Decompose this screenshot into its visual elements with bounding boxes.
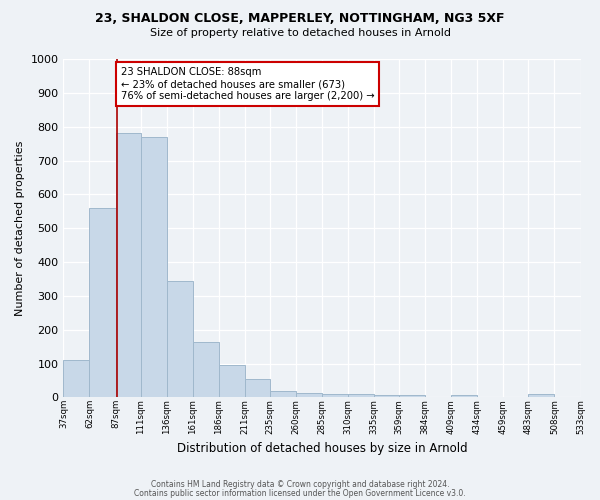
Text: 23 SHALDON CLOSE: 88sqm
← 23% of detached houses are smaller (673)
76% of semi-d: 23 SHALDON CLOSE: 88sqm ← 23% of detache… [121, 68, 374, 100]
Bar [89, 208, 116, 398]
X-axis label: Distribution of detached houses by size in Arnold: Distribution of detached houses by size … [176, 442, 467, 455]
Bar [193, 342, 219, 398]
Bar [348, 394, 374, 398]
Bar [245, 379, 270, 398]
Y-axis label: Number of detached properties: Number of detached properties [15, 140, 25, 316]
Text: 23, SHALDON CLOSE, MAPPERLEY, NOTTINGHAM, NG3 5XF: 23, SHALDON CLOSE, MAPPERLEY, NOTTINGHAM… [95, 12, 505, 26]
Bar [64, 360, 89, 398]
Bar [296, 393, 322, 398]
Bar [167, 280, 193, 398]
Bar [116, 134, 140, 398]
Bar [140, 137, 167, 398]
Bar [322, 394, 348, 398]
Bar [451, 394, 477, 398]
Text: Size of property relative to detached houses in Arnold: Size of property relative to detached ho… [149, 28, 451, 38]
Bar [374, 394, 399, 398]
Text: Contains HM Land Registry data © Crown copyright and database right 2024.: Contains HM Land Registry data © Crown c… [151, 480, 449, 489]
Bar [399, 396, 425, 398]
Bar [219, 364, 245, 398]
Bar [529, 394, 554, 398]
Text: Contains public sector information licensed under the Open Government Licence v3: Contains public sector information licen… [134, 489, 466, 498]
Bar [270, 390, 296, 398]
